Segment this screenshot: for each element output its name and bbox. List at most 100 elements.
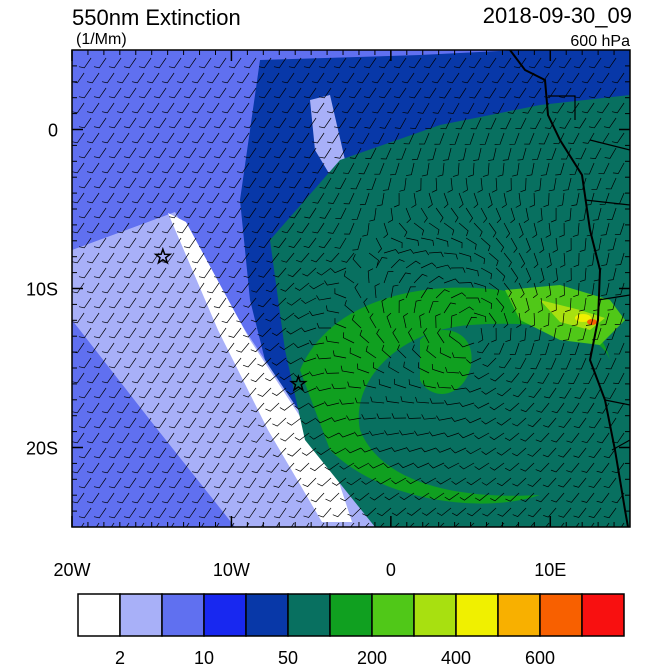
wind-barb	[503, 282, 512, 298]
wind-barb	[146, 162, 160, 174]
wind-barb	[228, 117, 242, 129]
wind-barb	[615, 282, 625, 296]
x-tick-label: 20W	[53, 560, 90, 580]
wind-barb	[131, 192, 145, 204]
wind-barb	[482, 357, 497, 367]
wind-barb	[566, 102, 580, 114]
wind-barb	[488, 282, 500, 296]
wind-barb	[491, 177, 498, 193]
wind-barb	[481, 417, 497, 425]
wind-barb	[251, 432, 265, 443]
wind-barb	[206, 132, 220, 144]
wind-barb	[348, 57, 362, 69]
wind-barb	[529, 312, 535, 328]
wind-barb	[243, 237, 257, 249]
wind-barb	[123, 237, 137, 249]
wind-barb	[512, 387, 527, 398]
wind-barb	[168, 447, 182, 459]
wind-barb	[266, 252, 280, 263]
wind-barb	[379, 522, 385, 527]
wind-barb	[206, 402, 220, 414]
wind-barb	[213, 207, 227, 219]
wind-barb	[146, 462, 160, 474]
wind-barb	[510, 237, 518, 253]
wind-barb	[519, 327, 527, 342]
wind-barb	[344, 222, 355, 235]
wind-barb	[450, 292, 467, 299]
wind-barb	[309, 340, 325, 346]
wind-barb	[243, 507, 257, 519]
wind-barb	[537, 297, 543, 313]
wind-barb	[308, 371, 325, 377]
wind-barb	[574, 387, 587, 399]
wind-barb	[579, 267, 587, 282]
wind-barb	[384, 492, 400, 501]
wind-barb	[435, 289, 450, 299]
wind-barb	[555, 162, 565, 176]
wind-barb	[588, 477, 602, 488]
level: 600 hPa	[570, 33, 630, 50]
wind-barb	[168, 417, 182, 429]
wind-barb	[93, 327, 107, 339]
wind-barb	[458, 222, 469, 237]
wind-barb	[316, 386, 332, 392]
wind-barb	[72, 102, 85, 114]
wind-barb	[146, 402, 160, 414]
wind-barb	[191, 402, 205, 414]
wind-barb	[221, 372, 235, 384]
wind-barb	[603, 507, 617, 519]
wind-barb	[557, 312, 565, 327]
wind-barb	[458, 192, 464, 209]
wind-barb	[206, 462, 220, 474]
wind-barb	[393, 87, 407, 99]
wind-barb	[596, 492, 610, 504]
wind-barb	[101, 432, 115, 444]
wind-barb	[414, 430, 430, 436]
wind-barb	[78, 417, 92, 429]
wind-barb	[146, 492, 160, 504]
wind-barb	[288, 207, 302, 219]
wind-barb	[375, 257, 388, 269]
wind-barb	[459, 371, 475, 377]
wind-barb	[326, 72, 340, 84]
wind-barb	[380, 147, 392, 160]
wind-barb	[383, 462, 400, 469]
wind-barb	[603, 117, 617, 129]
wind-barb	[437, 328, 445, 344]
wind-barb	[436, 415, 452, 421]
wind-barb	[146, 372, 160, 384]
wind-barb	[443, 432, 460, 438]
wind-barb	[288, 147, 302, 159]
wind-barb	[295, 462, 310, 472]
wind-barb	[213, 267, 227, 279]
wind-barb	[527, 417, 542, 428]
wind-barb	[346, 415, 362, 421]
wind-barb	[243, 387, 257, 398]
wind-barb	[406, 162, 415, 176]
wind-barb	[560, 522, 565, 527]
colorbar-box	[455, 593, 499, 637]
wind-barb	[183, 177, 197, 189]
wind-barb	[546, 147, 557, 160]
wind-barb	[161, 342, 175, 354]
wind-barb	[146, 222, 160, 234]
wind-barb	[522, 102, 535, 114]
wind-barb	[78, 207, 92, 219]
wind-barb	[356, 102, 370, 114]
wind-barb	[518, 252, 526, 268]
wind-barb	[213, 477, 227, 489]
wind-barb	[411, 147, 422, 161]
wind-barb	[588, 87, 602, 99]
wind-barb	[334, 237, 347, 249]
wind-barb	[421, 414, 437, 420]
x-tick-label: 10W	[213, 560, 250, 580]
wind-barb	[447, 102, 460, 114]
wind-barb	[294, 402, 310, 410]
wind-barb	[515, 117, 527, 130]
wind-barb	[251, 252, 265, 264]
wind-barb	[236, 72, 250, 84]
wind-barb	[153, 207, 167, 219]
wind-barb	[365, 345, 377, 359]
wind-barb	[369, 492, 385, 501]
wind-barb	[191, 192, 205, 204]
